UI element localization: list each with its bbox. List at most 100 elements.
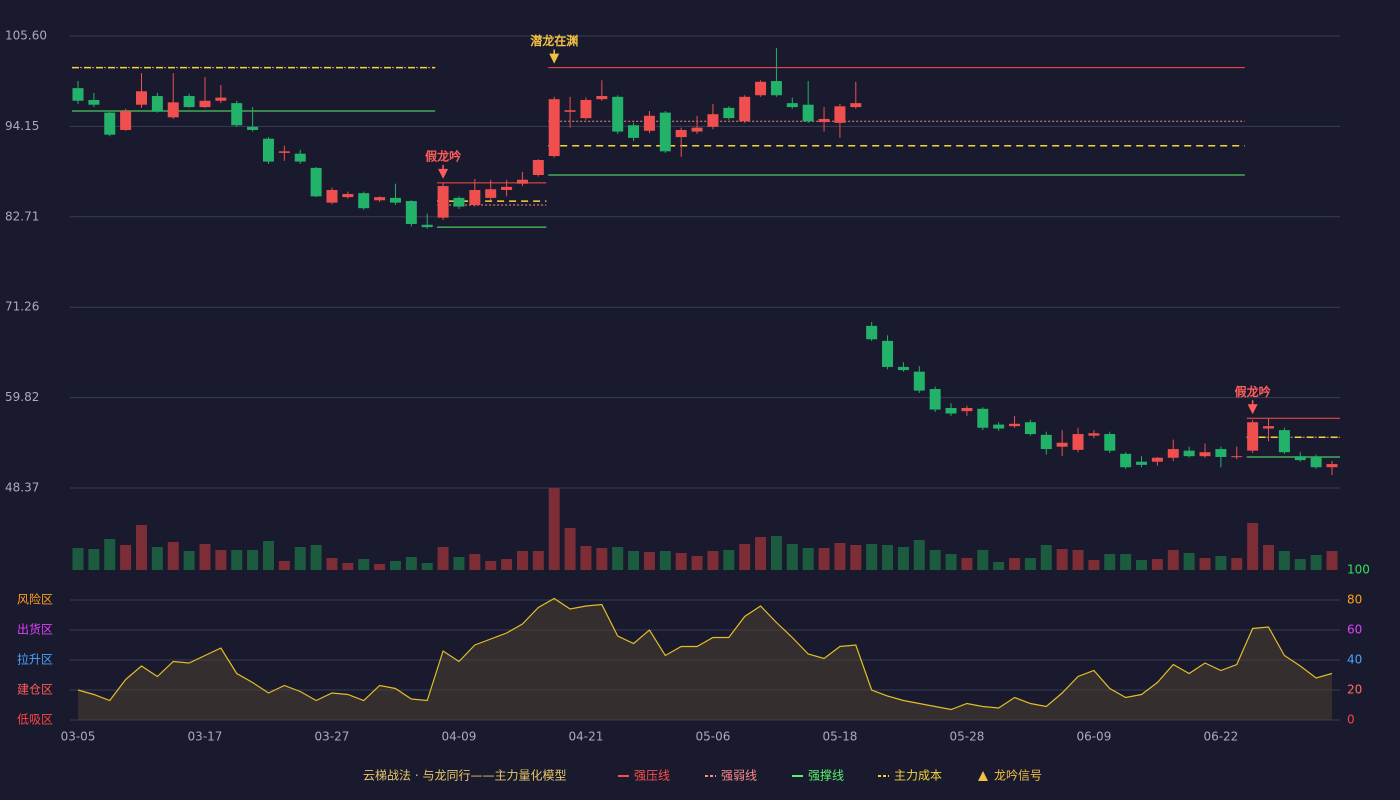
candle-body: [882, 340, 894, 367]
volume-bar: [485, 561, 497, 570]
candle-body: [739, 96, 751, 122]
volume-bar: [993, 562, 1005, 570]
volume-bar: [866, 544, 878, 570]
candle-body: [929, 389, 941, 410]
volume-bar: [405, 557, 417, 570]
candle-body: [1120, 453, 1132, 468]
candle-body: [1040, 434, 1052, 450]
volume-bar: [262, 541, 274, 570]
volume-bar: [199, 544, 211, 570]
volume-bar: [770, 536, 782, 570]
candle-body: [850, 103, 862, 108]
candle-body: [1183, 450, 1195, 457]
candle-body: [278, 151, 290, 153]
y-tick-label: 82.71: [5, 209, 39, 223]
volume-bar: [1326, 551, 1338, 570]
indicator-area: [78, 598, 1332, 720]
candle-body: [755, 81, 767, 96]
candle-body: [691, 127, 703, 132]
candle-body: [88, 99, 100, 105]
volume-bar: [247, 550, 259, 570]
volume-bar: [72, 548, 84, 570]
candle-body: [310, 167, 322, 197]
volume-bar: [739, 544, 751, 570]
x-tick-label: 04-21: [569, 730, 604, 744]
candle-body: [72, 88, 84, 101]
candle-body: [342, 193, 354, 198]
volume-bar: [818, 548, 830, 570]
x-tick-label: 06-22: [1203, 730, 1238, 744]
volume-bar: [231, 550, 243, 570]
legend-label: 强撑线: [808, 768, 844, 783]
legend-marker: [978, 771, 988, 781]
volume-bar: [564, 528, 576, 570]
volume-bar: [612, 547, 624, 570]
volume-bar: [802, 548, 814, 570]
volume-bar: [389, 561, 401, 570]
volume-bar: [834, 543, 846, 570]
volume-bar: [1104, 554, 1116, 570]
candle-body: [389, 197, 401, 203]
candle-body: [786, 103, 798, 108]
volume-bar: [961, 558, 973, 570]
volume-bar: [659, 551, 671, 570]
zone-label: 建仓区: [17, 683, 53, 697]
zone-label: 出货区: [17, 622, 53, 637]
candle-body: [183, 96, 195, 108]
x-tick-label: 05-06: [695, 730, 730, 744]
volume-bar: [977, 550, 989, 570]
volume-bar: [929, 550, 941, 570]
volume-bar: [913, 540, 925, 570]
candle-body: [945, 407, 957, 414]
candle-body: [501, 186, 513, 191]
indicator-line: [77, 597, 1333, 711]
candle-body: [770, 81, 782, 96]
candle-body: [453, 197, 465, 207]
candle-body: [1199, 452, 1211, 457]
volume-bar: [675, 553, 687, 570]
volume-bar: [628, 551, 640, 570]
signal-arrow: [1247, 404, 1258, 415]
candle-body: [358, 193, 370, 209]
x-tick-label: 05-28: [949, 730, 984, 744]
volume-bar: [501, 559, 513, 570]
candle-body: [167, 102, 179, 118]
zone-label: 风险区: [17, 592, 53, 607]
y2-tick-label: 80: [1347, 593, 1362, 607]
candle-body: [897, 366, 909, 371]
candle-body: [564, 110, 576, 112]
candle-body: [866, 325, 878, 340]
volume-bar: [278, 561, 290, 570]
volume-bar: [135, 525, 147, 570]
candle-body: [374, 197, 386, 201]
volume-bar: [548, 488, 560, 570]
candle-body: [421, 224, 433, 228]
candle-body: [628, 125, 640, 138]
volume-bar: [88, 549, 100, 570]
candle-body: [834, 106, 846, 123]
candle-body: [1009, 423, 1021, 427]
candle-body: [643, 115, 655, 131]
y2-tick-label: 20: [1347, 683, 1362, 697]
candle-body: [1088, 433, 1100, 436]
candle-body: [659, 112, 671, 152]
volume-bar: [469, 554, 481, 570]
candle-body: [1024, 422, 1036, 435]
candle-body: [516, 179, 528, 184]
volume-bar: [1009, 558, 1021, 570]
legend-label: 主力成本: [894, 769, 942, 783]
volume-bar: [1120, 554, 1132, 570]
candle-body: [580, 99, 592, 119]
volume-bar: [1183, 553, 1195, 570]
volume-bar: [691, 556, 703, 570]
volume-bar: [897, 547, 909, 570]
volume-bar: [1199, 558, 1211, 570]
volume-bar: [1024, 558, 1036, 570]
volume-bar: [532, 551, 544, 570]
candle-body: [1072, 434, 1084, 450]
y2-tick-label: 0: [1347, 713, 1355, 727]
candle-body: [326, 190, 338, 203]
candle-body: [977, 408, 989, 428]
candle-body: [1247, 422, 1259, 451]
